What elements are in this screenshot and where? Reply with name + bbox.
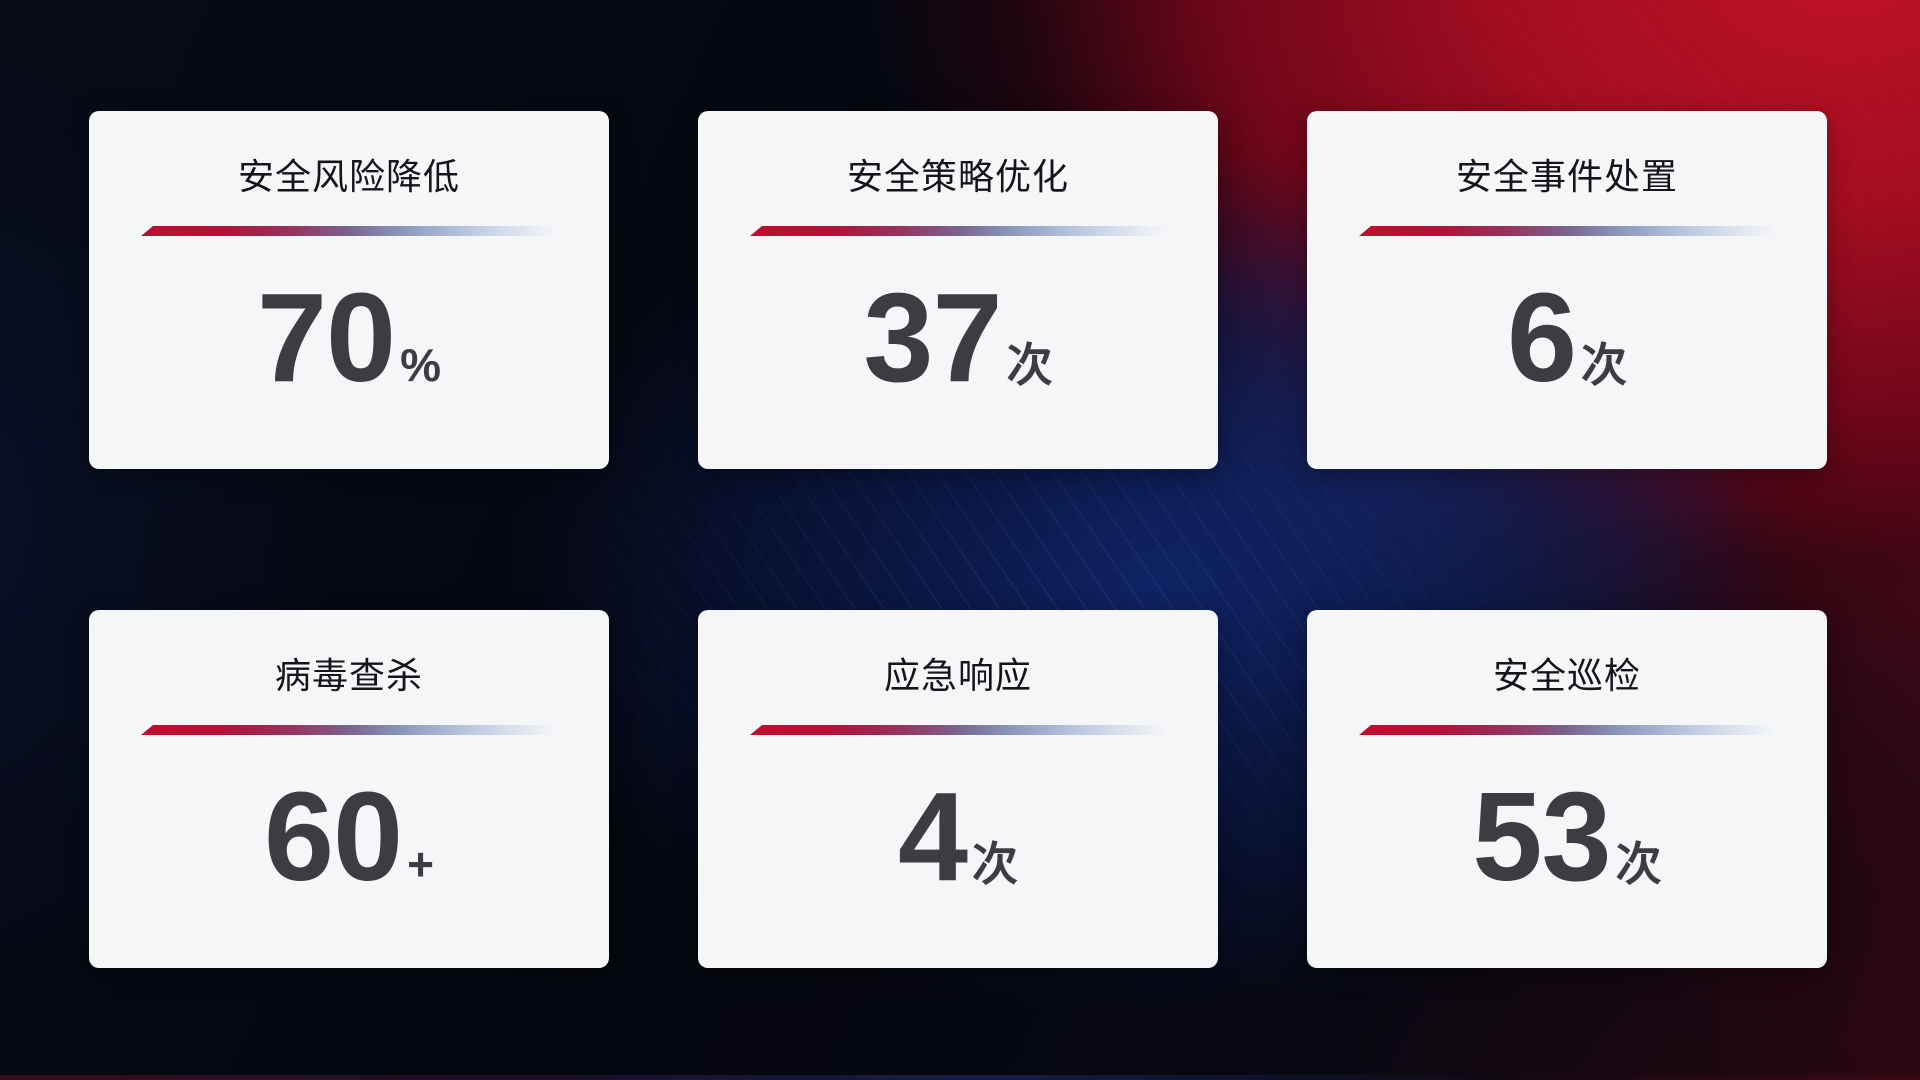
kpi-card-virus-scan: 病毒查杀 60 + bbox=[89, 610, 609, 968]
card-title: 安全策略优化 bbox=[846, 156, 1069, 197]
card-title: 安全巡检 bbox=[1492, 655, 1641, 696]
kpi-card-security-inspection: 安全巡检 53 次 bbox=[1307, 610, 1827, 968]
card-divider bbox=[1359, 725, 1775, 735]
card-value: 37 次 bbox=[863, 267, 1053, 408]
card-divider bbox=[750, 725, 1166, 735]
kpi-card-security-incident-handling: 安全事件处置 6 次 bbox=[1307, 111, 1827, 469]
card-divider bbox=[1359, 226, 1775, 236]
value-number: 6 bbox=[1506, 267, 1577, 408]
card-title: 病毒查杀 bbox=[274, 655, 423, 696]
kpi-card-emergency-response: 应急响应 4 次 bbox=[698, 610, 1218, 968]
card-value: 60 + bbox=[263, 766, 435, 907]
card-value: 70 % bbox=[256, 267, 442, 408]
card-divider bbox=[141, 226, 557, 236]
value-unit: 次 bbox=[1615, 838, 1662, 890]
card-value: 6 次 bbox=[1506, 267, 1628, 408]
card-title: 应急响应 bbox=[883, 655, 1032, 696]
value-unit: + bbox=[407, 838, 435, 890]
kpi-card-grid: 安全风险降低 70 % 安全策略优化 37 次 安全事件处置 6 次 病毒查杀 … bbox=[89, 111, 1827, 968]
value-number: 53 bbox=[1472, 766, 1611, 907]
value-number: 37 bbox=[863, 267, 1002, 408]
kpi-card-security-policy-optimization: 安全策略优化 37 次 bbox=[698, 111, 1218, 469]
card-title: 安全风险降低 bbox=[237, 156, 460, 197]
value-number: 60 bbox=[263, 766, 403, 907]
value-number: 4 bbox=[897, 766, 968, 907]
value-number: 70 bbox=[256, 267, 396, 408]
card-divider bbox=[141, 725, 557, 735]
card-value: 4 次 bbox=[897, 766, 1019, 907]
card-title: 安全事件处置 bbox=[1455, 156, 1678, 197]
card-divider bbox=[750, 226, 1166, 236]
kpi-card-security-risk-reduction: 安全风险降低 70 % bbox=[89, 111, 609, 469]
value-unit: 次 bbox=[1006, 339, 1053, 391]
background-bottom-accent-line bbox=[0, 1075, 1920, 1080]
card-value: 53 次 bbox=[1472, 766, 1662, 907]
value-unit: 次 bbox=[1581, 339, 1628, 391]
value-unit: % bbox=[400, 339, 442, 391]
value-unit: 次 bbox=[972, 838, 1019, 890]
